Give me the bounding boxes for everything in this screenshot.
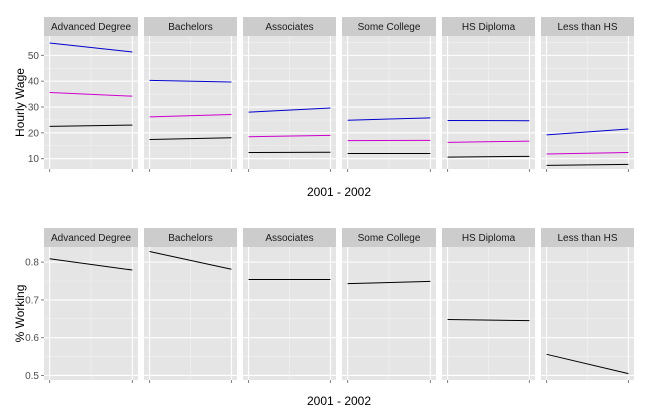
series-line xyxy=(546,151,629,155)
y-tick-label: 0.5 xyxy=(25,371,39,382)
facet-label: Associates xyxy=(265,22,313,33)
facet-label: HS Diploma xyxy=(462,22,516,33)
series-line xyxy=(49,258,133,271)
chart-2: Advanced Degree Bachelors Associates Some C… xyxy=(13,228,634,408)
x-axis-title: 2001 - 2002 xyxy=(307,394,371,408)
facet-strip xyxy=(442,228,535,247)
series-line xyxy=(447,319,530,322)
panel: Some College xyxy=(342,17,436,172)
series-line xyxy=(546,353,629,375)
facet-label: HS Diploma xyxy=(462,233,516,244)
series-line xyxy=(546,163,629,166)
panel: HS Diploma xyxy=(442,228,535,383)
facet-strip xyxy=(541,228,634,247)
facet-strip xyxy=(342,228,436,247)
chart-1: Advanced Degree Bachelors Associates Some C… xyxy=(13,17,634,199)
panel: Less than HS xyxy=(541,228,634,383)
y-tick-label: 20 xyxy=(28,128,40,139)
y-tick-label: 0.8 xyxy=(25,258,39,269)
series-line xyxy=(149,79,232,83)
facet-label: Associates xyxy=(265,233,313,244)
panel: Bachelors xyxy=(144,17,237,172)
y-tick-label: 0.7 xyxy=(25,295,39,306)
y-tick-label: 30 xyxy=(28,103,40,114)
panel: Bachelors xyxy=(144,228,237,383)
panel: Some College xyxy=(342,228,436,383)
series-line xyxy=(149,114,232,118)
facet-strip xyxy=(144,228,237,247)
facet-strip xyxy=(243,228,336,247)
x-axis-title: 2001 - 2002 xyxy=(307,185,371,199)
facet-label: Bachelors xyxy=(168,233,212,244)
facet-label: Bachelors xyxy=(168,22,212,33)
series-line xyxy=(149,137,232,141)
y-tick-label: 0.6 xyxy=(25,333,39,344)
panel: Less than HS xyxy=(541,17,634,172)
series-line xyxy=(248,107,331,113)
series-line xyxy=(248,134,331,138)
facet-strip xyxy=(442,17,535,36)
y-tick-label: 40 xyxy=(28,77,40,88)
y-tick-label: 50 xyxy=(28,51,40,62)
facet-strip xyxy=(243,17,336,36)
panel: HS Diploma xyxy=(442,17,535,172)
series-line xyxy=(49,42,133,53)
series-line xyxy=(447,155,530,158)
series-line xyxy=(447,140,530,143)
series-line xyxy=(347,117,431,121)
y-axis-title: % Working xyxy=(13,285,27,343)
panel: Advanced Degree xyxy=(44,228,138,383)
series-line xyxy=(347,280,431,285)
panel: Advanced Degree xyxy=(44,17,138,172)
facet-strip xyxy=(541,17,634,36)
facet-label: Some College xyxy=(358,22,421,33)
y-axis-title: Hourly Wage xyxy=(13,68,27,137)
facet-label: Advanced Degree xyxy=(51,233,131,244)
facet-strip xyxy=(144,17,237,36)
series-line xyxy=(49,124,133,127)
panel: Associates xyxy=(243,228,336,383)
series-line xyxy=(149,251,232,270)
panel: Associates xyxy=(243,17,336,172)
series-line xyxy=(49,92,133,97)
facet-strip xyxy=(44,228,138,247)
facet-strip xyxy=(342,17,436,36)
facet-label: Some College xyxy=(358,233,421,244)
y-tick-label: 10 xyxy=(28,154,40,165)
facet-label: Less than HS xyxy=(557,22,617,33)
series-line xyxy=(546,128,629,136)
facet-label: Advanced Degree xyxy=(51,22,131,33)
facet-strip xyxy=(44,17,138,36)
facet-label: Less than HS xyxy=(557,233,617,244)
